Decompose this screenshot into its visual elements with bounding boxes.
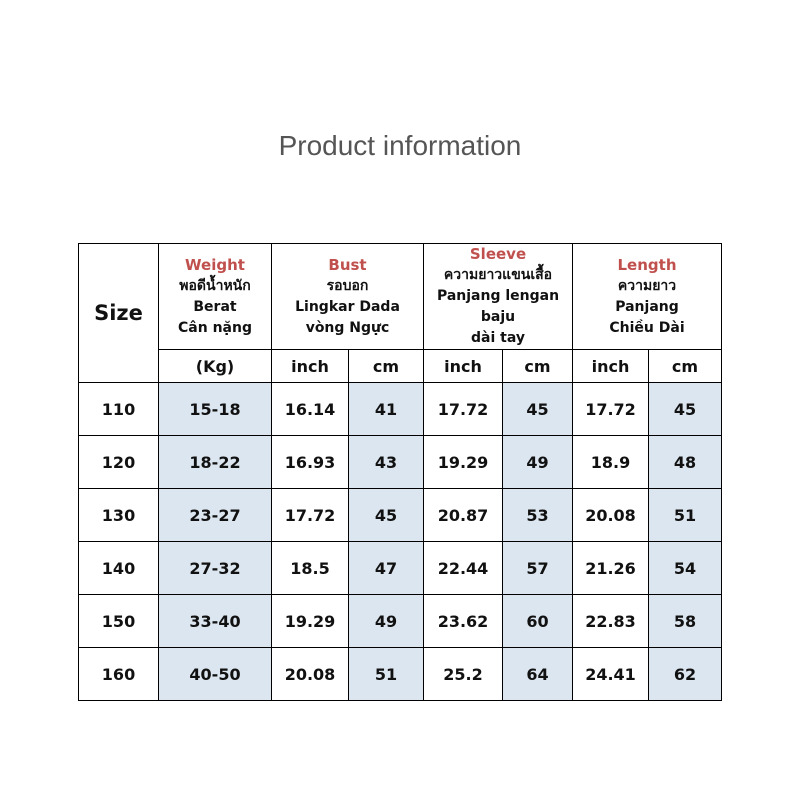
value-cell: 64 (502, 647, 573, 701)
unit-cell: cm (502, 349, 573, 383)
value-cell: 25.2 (423, 647, 503, 701)
value-cell: 40-50 (158, 647, 272, 701)
unit-cell: inch (572, 349, 649, 383)
bust-header: Bust รอบอก Lingkar Dada vòng Ngực (271, 243, 424, 350)
size-cell: 140 (78, 541, 159, 595)
value-cell: 57 (502, 541, 573, 595)
value-cell: 58 (648, 594, 722, 648)
size-cell: 150 (78, 594, 159, 648)
value-cell: 21.26 (572, 541, 649, 595)
value-cell: 60 (502, 594, 573, 648)
table-row: 130 23-27 17.72 45 20.87 53 20.08 51 (78, 488, 722, 542)
value-cell: 49 (502, 435, 573, 489)
unit-cell: inch (423, 349, 503, 383)
value-cell: 19.29 (271, 594, 349, 648)
value-cell: 19.29 (423, 435, 503, 489)
value-cell: 45 (648, 382, 722, 436)
value-cell: 16.14 (271, 382, 349, 436)
value-cell: 45 (348, 488, 424, 542)
value-cell: 23.62 (423, 594, 503, 648)
value-cell: 22.83 (572, 594, 649, 648)
size-header: Size (78, 243, 159, 383)
value-cell: 54 (648, 541, 722, 595)
size-cell: 130 (78, 488, 159, 542)
value-cell: 49 (348, 594, 424, 648)
value-cell: 53 (502, 488, 573, 542)
value-cell: 33-40 (158, 594, 272, 648)
value-cell: 51 (348, 647, 424, 701)
value-cell: 20.08 (271, 647, 349, 701)
unit-cell: cm (648, 349, 722, 383)
value-cell: 51 (648, 488, 722, 542)
size-chart-table: Size Weight พอดีน้ำหนัก Berat Cân nặng Bust… (78, 243, 722, 701)
size-cell: 120 (78, 435, 159, 489)
value-cell: 41 (348, 382, 424, 436)
value-cell: 17.72 (423, 382, 503, 436)
value-cell: 17.72 (572, 382, 649, 436)
value-cell: 20.87 (423, 488, 503, 542)
value-cell: 20.08 (572, 488, 649, 542)
unit-cell: cm (348, 349, 424, 383)
table-row: 120 18-22 16.93 43 19.29 49 18.9 48 (78, 435, 722, 489)
value-cell: 22.44 (423, 541, 503, 595)
table-row: 110 15-18 16.14 41 17.72 45 17.72 45 (78, 382, 722, 436)
value-cell: 62 (648, 647, 722, 701)
size-cell: 160 (78, 647, 159, 701)
value-cell: 18.9 (572, 435, 649, 489)
sleeve-header: Sleeve ความยาวแขนเสื้อ Panjang lengan baju… (423, 243, 573, 350)
value-cell: 18-22 (158, 435, 272, 489)
length-header: Length ความยาว Panjang Chiều Dài (572, 243, 722, 350)
value-cell: 16.93 (271, 435, 349, 489)
value-cell: 15-18 (158, 382, 272, 436)
table-row: 140 27-32 18.5 47 22.44 57 21.26 54 (78, 541, 722, 595)
value-cell: 43 (348, 435, 424, 489)
value-cell: 27-32 (158, 541, 272, 595)
value-cell: 45 (502, 382, 573, 436)
table-row: 160 40-50 20.08 51 25.2 64 24.41 62 (78, 647, 722, 701)
value-cell: 47 (348, 541, 424, 595)
value-cell: 23-27 (158, 488, 272, 542)
value-cell: 48 (648, 435, 722, 489)
value-cell: 24.41 (572, 647, 649, 701)
weight-header: Weight พอดีน้ำหนัก Berat Cân nặng (158, 243, 272, 350)
table-row: 150 33-40 19.29 49 23.62 60 22.83 58 (78, 594, 722, 648)
page-title: Product information (278, 130, 522, 161)
value-cell: 17.72 (271, 488, 349, 542)
size-cell: 110 (78, 382, 159, 436)
unit-cell: inch (271, 349, 349, 383)
unit-cell: (Kg) (158, 349, 272, 383)
value-cell: 18.5 (271, 541, 349, 595)
